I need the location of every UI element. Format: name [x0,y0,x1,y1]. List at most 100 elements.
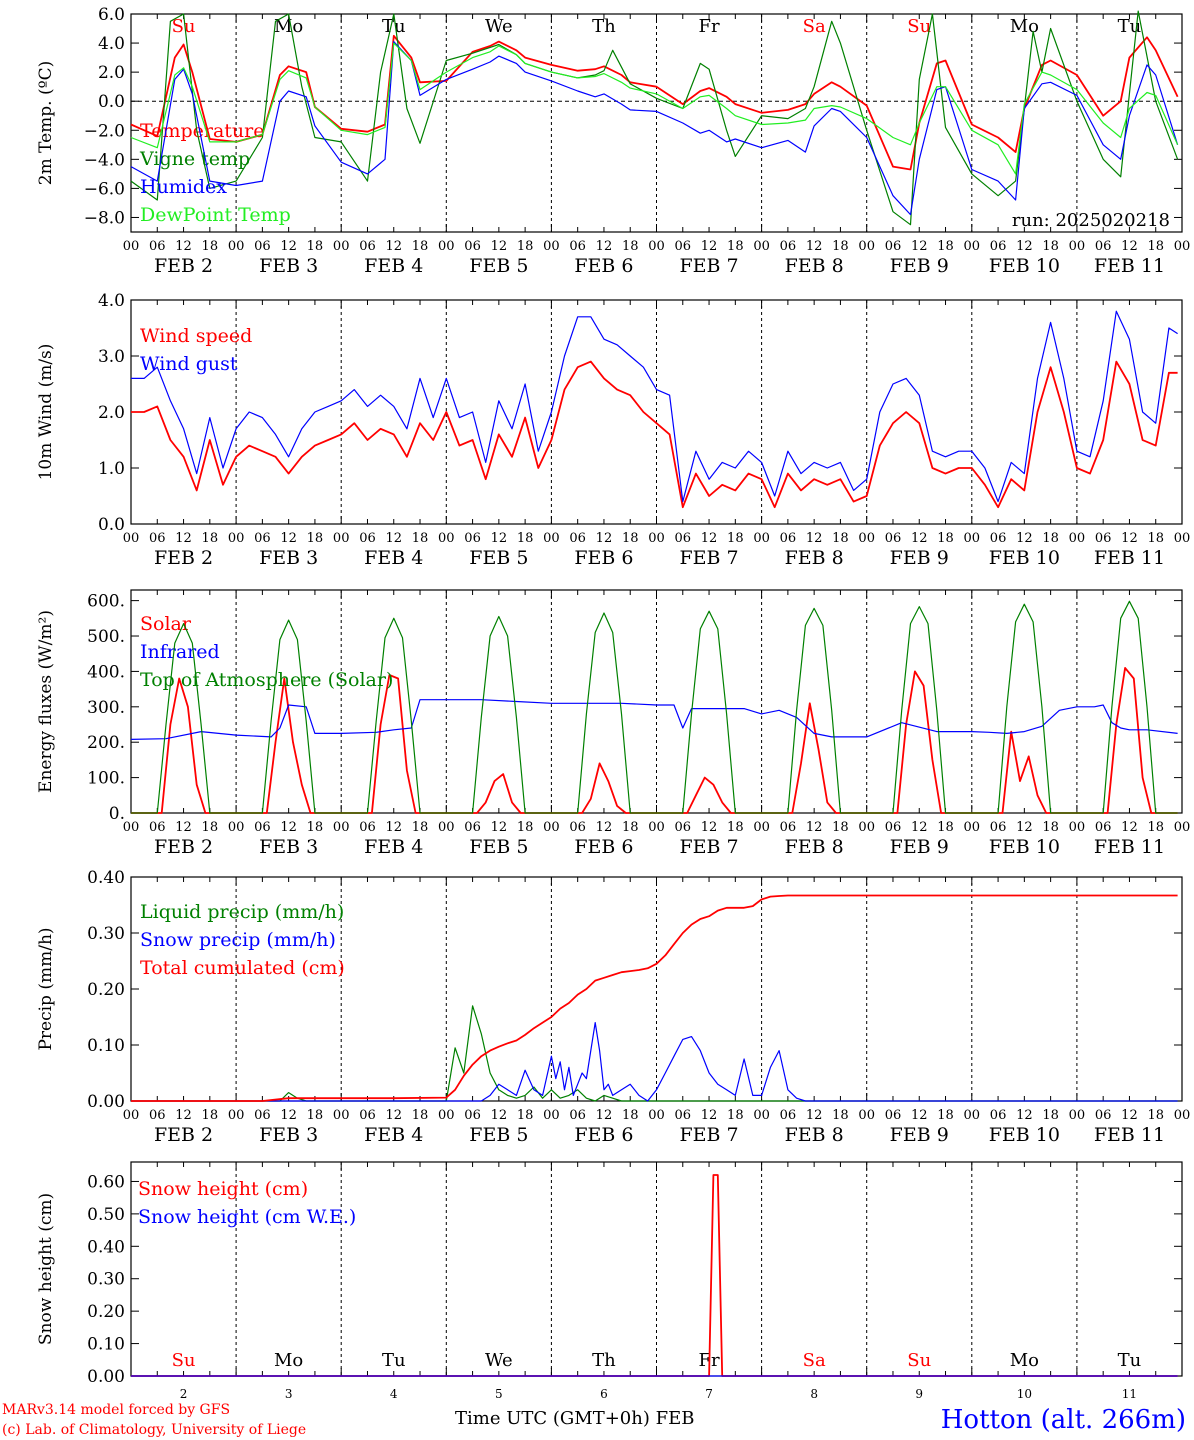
x-hour-label: 18 [622,239,639,254]
x-hour-label: 00 [858,239,875,254]
x-hour-label: 06 [359,820,376,835]
x-day-number: 11 [1122,1387,1137,1401]
x-hour-label: 00 [1174,820,1191,835]
x-hour-label: 00 [333,820,350,835]
x-hour-label: 00 [964,239,981,254]
x-hour-label: 06 [149,1108,166,1123]
legend-entry: Total cumulated (cm) [140,957,345,979]
x-date-label: FEB 7 [679,255,738,277]
y-axis-label: Precip (mm/h) [36,927,56,1050]
x-hour-label: 18 [1042,1108,1059,1123]
x-hour-label: 18 [202,239,219,254]
y-axis-label: Energy fluxes (W/m²) [36,610,56,793]
x-hour-label: 12 [385,239,402,254]
x-hour-label: 18 [727,1108,744,1123]
x-hour-label: 00 [438,239,455,254]
x-hour-label: 06 [464,1108,481,1123]
x-hour-label: 12 [911,820,928,835]
x-hour-label: 12 [701,820,718,835]
weekday-label: Mo [1010,1350,1039,1371]
x-hour-label: 06 [990,1108,1007,1123]
y-tick-label: 2.0 [98,63,125,83]
x-hour-label: 00 [1174,1108,1191,1123]
x-hour-label: 12 [280,239,297,254]
y-tick-label: 4.0 [98,291,125,311]
y-tick-label: 200. [87,733,125,753]
x-date-label: FEB 6 [574,547,633,569]
x-hour-label: 00 [1069,239,1086,254]
plot-frame [130,589,1183,814]
x-hour-label: 18 [517,820,534,835]
x-date-label: FEB 5 [469,547,528,569]
x-hour-label: 12 [491,1108,508,1123]
footer-credit-line: (c) Lab. of Climatology, University of L… [2,1422,306,1438]
y-tick-label: 0.0 [98,92,125,112]
legend-entry: Snow height (cm) [138,1178,308,1200]
series-line-wind-gust [131,310,1178,503]
chart-panel-1: 6.0 4.0 2.0 0.0 −2.0 −4.0 −6.0 −8.0 2m Temp. (ºC… [36,5,1190,277]
chart-panel-4: 0.40 0.30 0.20 0.10 0.00 Precip (mm/h) 00 06 12 1… [36,868,1190,1146]
x-hour-label: 12 [596,531,613,546]
x-hour-label: 18 [412,1108,429,1123]
x-hour-label: 12 [911,1108,928,1123]
x-hour-label: 18 [202,820,219,835]
x-hour-label: 06 [675,239,692,254]
x-hour-label: 18 [1147,239,1164,254]
x-hour-label: 00 [648,239,665,254]
x-date-label: FEB 10 [989,255,1060,277]
series-line-humidex [130,40,1179,216]
x-hour-label: 12 [1121,1108,1138,1123]
y-tick-label: 600. [87,592,125,612]
x-date-label: FEB 7 [679,547,738,569]
legend-entry: Wind speed [140,325,252,347]
x-hour-label: 18 [307,239,324,254]
x-day-number: 6 [600,1387,608,1401]
x-hour-label: 18 [937,531,954,546]
x-hour-label: 00 [228,531,245,546]
x-hour-label: 06 [464,820,481,835]
x-hour-label: 18 [307,1108,324,1123]
x-hour-label: 00 [753,1108,770,1123]
x-date-label: FEB 5 [469,255,528,277]
x-hour-label: 06 [149,531,166,546]
x-hour-label: 12 [806,1108,823,1123]
series-line-vigne-temp [130,10,1179,226]
x-hour-label: 18 [517,531,534,546]
x-date-label: FEB 9 [890,255,949,277]
x-hour-label: 00 [1069,1108,1086,1123]
x-hour-label: 12 [596,1108,613,1123]
legend-entry: Wind gust [140,353,238,375]
y-tick-label: −8.0 [84,208,125,228]
y-axis-label: 2m Temp. (ºC) [36,61,56,186]
x-date-label: FEB 6 [574,1124,633,1146]
x-hour-label: 18 [1042,531,1059,546]
x-hour-label: 06 [675,531,692,546]
weekday-label: Th [592,16,616,37]
x-hour-label: 06 [1095,820,1112,835]
x-date-label: FEB 4 [364,1124,423,1146]
weekday-label: Fr [699,16,720,37]
x-date-label: FEB 3 [259,1124,318,1146]
x-hour-label: 12 [491,820,508,835]
x-hour-label: 12 [701,239,718,254]
x-hour-label: 18 [202,1108,219,1123]
x-hour-label: 18 [727,239,744,254]
x-hour-label: 06 [464,531,481,546]
x-hour-label: 06 [990,531,1007,546]
x-hour-label: 06 [885,239,902,254]
weekday-label: Su [907,16,931,37]
weekday-label: Mo [274,1350,303,1371]
y-tick-label: 100. [87,769,125,789]
x-hour-label: 18 [832,1108,849,1123]
x-hour-label: 06 [780,531,797,546]
x-date-label: FEB 9 [890,836,949,858]
x-hour-label: 12 [701,1108,718,1123]
x-hour-label: 06 [569,820,586,835]
legend-entry: Humidex [140,176,227,198]
y-tick-label: 0.20 [87,980,125,1000]
x-hour-label: 00 [438,531,455,546]
x-hour-label: 18 [1147,820,1164,835]
x-hour-label: 12 [806,820,823,835]
x-hour-label: 06 [254,531,271,546]
x-hour-label: 06 [1095,531,1112,546]
